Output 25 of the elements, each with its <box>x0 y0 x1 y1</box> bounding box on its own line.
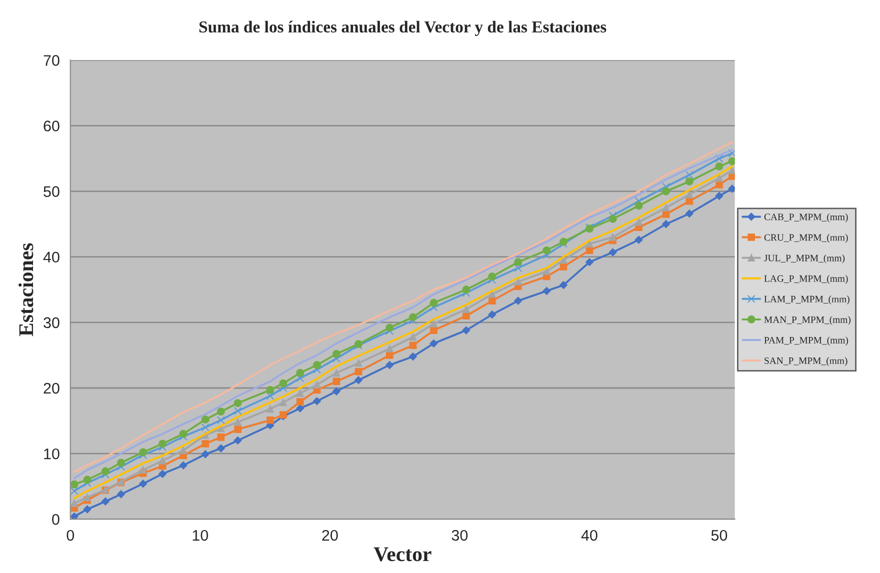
legend-label: LAM_P_MPM_(mm) <box>764 296 850 304</box>
y-tick-label: 30 <box>44 317 60 328</box>
x-tick-label: 20 <box>322 530 338 541</box>
y-tick-label: 10 <box>44 448 60 460</box>
y-tick-label: 40 <box>43 252 60 263</box>
y-tick-label: 50 <box>44 186 60 197</box>
legend-label: JUL_P_MPM_(mm) <box>764 254 845 264</box>
legend-label: MAN_P_MPM_(mm) <box>764 316 851 325</box>
x-axis-title: Vector <box>374 547 432 562</box>
y-tick-label: 70 <box>44 55 60 66</box>
y-axis-title: Estaciones <box>18 243 34 336</box>
x-tick-label: 30 <box>452 530 468 541</box>
x-tick-label: 40 <box>581 530 598 541</box>
y-tick-label: 20 <box>44 382 60 394</box>
legend-label: PAM_P_MPM_(mm) <box>764 336 848 346</box>
y-tick-label: 60 <box>44 120 60 132</box>
x-tick-label: 50 <box>711 530 728 541</box>
legend-label: CRU_P_MPM_(mm) <box>764 234 848 243</box>
legend-label: SAN_P_MPM_(mm) <box>764 357 848 366</box>
legend-label: LAG_P_MPM_(mm) <box>764 275 848 284</box>
y-tick-label: 0 <box>52 514 60 525</box>
legend-label: CAB_P_MPM_(mm) <box>764 213 848 222</box>
x-tick-label: 10 <box>192 530 208 541</box>
chart-title: Suma de los índices anuales del Vector y de las Estaciones <box>199 20 606 36</box>
x-tick-label: 0 <box>66 530 74 541</box>
